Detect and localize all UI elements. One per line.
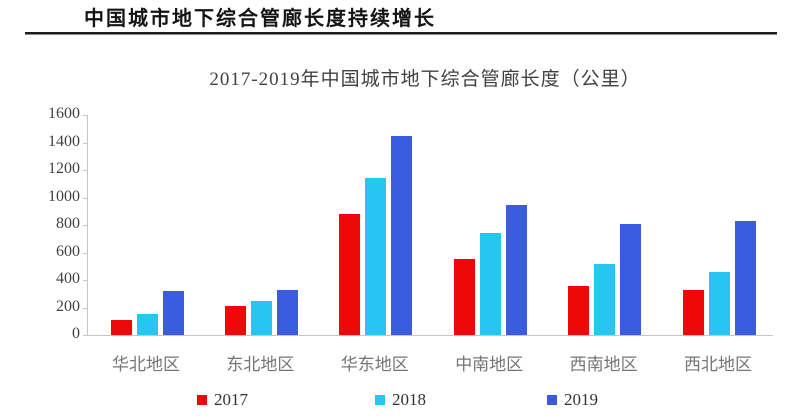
x-axis-category-label: 华东地区 [340,355,409,374]
y-axis-tick-label: 1200 [48,160,80,177]
y-axis-tick-mark [83,170,87,171]
bar-group-4 [453,205,527,335]
bar-2017-category-3 [339,214,361,335]
header-underline [25,32,777,35]
bar-2018-category-5 [594,264,616,335]
bar-2019-category-6 [734,220,756,335]
x-axis-category-label: 中南地区 [455,355,524,374]
bar-2019-category-1 [162,291,184,335]
legend-item-2018: 2018 [375,390,426,410]
bar-2019-category-4 [505,205,527,335]
section-title: 中国城市地下综合管廊长度持续增长 [84,8,436,30]
bar-group-1 [110,291,184,335]
legend-swatch-icon [197,395,207,405]
y-axis-tick-label: 1400 [48,132,80,150]
y-axis-tick-label: 1000 [48,187,80,205]
y-axis-tick-mark [83,307,87,309]
legend-swatch-icon [547,395,557,405]
bar-2017-category-4 [453,258,475,335]
bar-2018-category-1 [136,314,158,335]
legend-label: 2017 [214,390,248,409]
y-axis-tick-mark [83,225,87,226]
bar-2017-category-6 [682,289,704,335]
bar-2017-category-1 [110,319,132,335]
legend-swatch-icon [375,395,385,405]
bar-group-5 [568,224,642,335]
chart-title: 2017-2019年中国城市地下综合管廊长度（公里） [209,69,641,90]
y-axis-tick-label: 1600 [48,105,80,122]
y-axis-tick-label: 800 [56,215,80,232]
y-axis-tick-mark [83,115,87,116]
bar-2017-category-2 [224,306,246,335]
legend-item-2017: 2017 [197,390,248,410]
bar-2017-category-5 [568,286,590,335]
bar-2018-category-3 [365,178,387,335]
y-axis-tick-mark [83,197,87,199]
bar-2019-category-2 [276,289,298,335]
y-axis-tick-label: 600 [56,242,80,260]
y-axis-tick-mark [83,280,87,281]
bar-2018-category-6 [708,272,730,335]
y-axis-tick-label: 0 [72,325,80,342]
bar-2019-category-5 [620,224,642,335]
bar-group-2 [224,289,298,335]
legend-label: 2018 [392,390,426,409]
x-axis-category-label: 西南地区 [569,355,638,374]
x-axis-category-label: 西北地区 [684,355,752,374]
y-axis-tick-mark [83,252,87,254]
bar-2018-category-2 [250,301,272,335]
bar-group-6 [682,220,756,335]
legend-label: 2019 [564,390,598,409]
bar-2018-category-4 [479,233,501,335]
x-axis-category-label: 华北地区 [112,355,180,374]
legend-item-2019: 2019 [547,390,598,410]
chart-plot-area [87,115,773,336]
y-axis-tick-mark [83,142,87,144]
y-axis-tick-mark [83,335,87,336]
y-axis-tick-label: 200 [56,297,80,315]
bar-group-3 [339,135,413,335]
bar-2019-category-3 [391,135,413,335]
y-axis-tick-label: 400 [56,270,80,287]
x-axis-category-label: 东北地区 [226,355,295,374]
